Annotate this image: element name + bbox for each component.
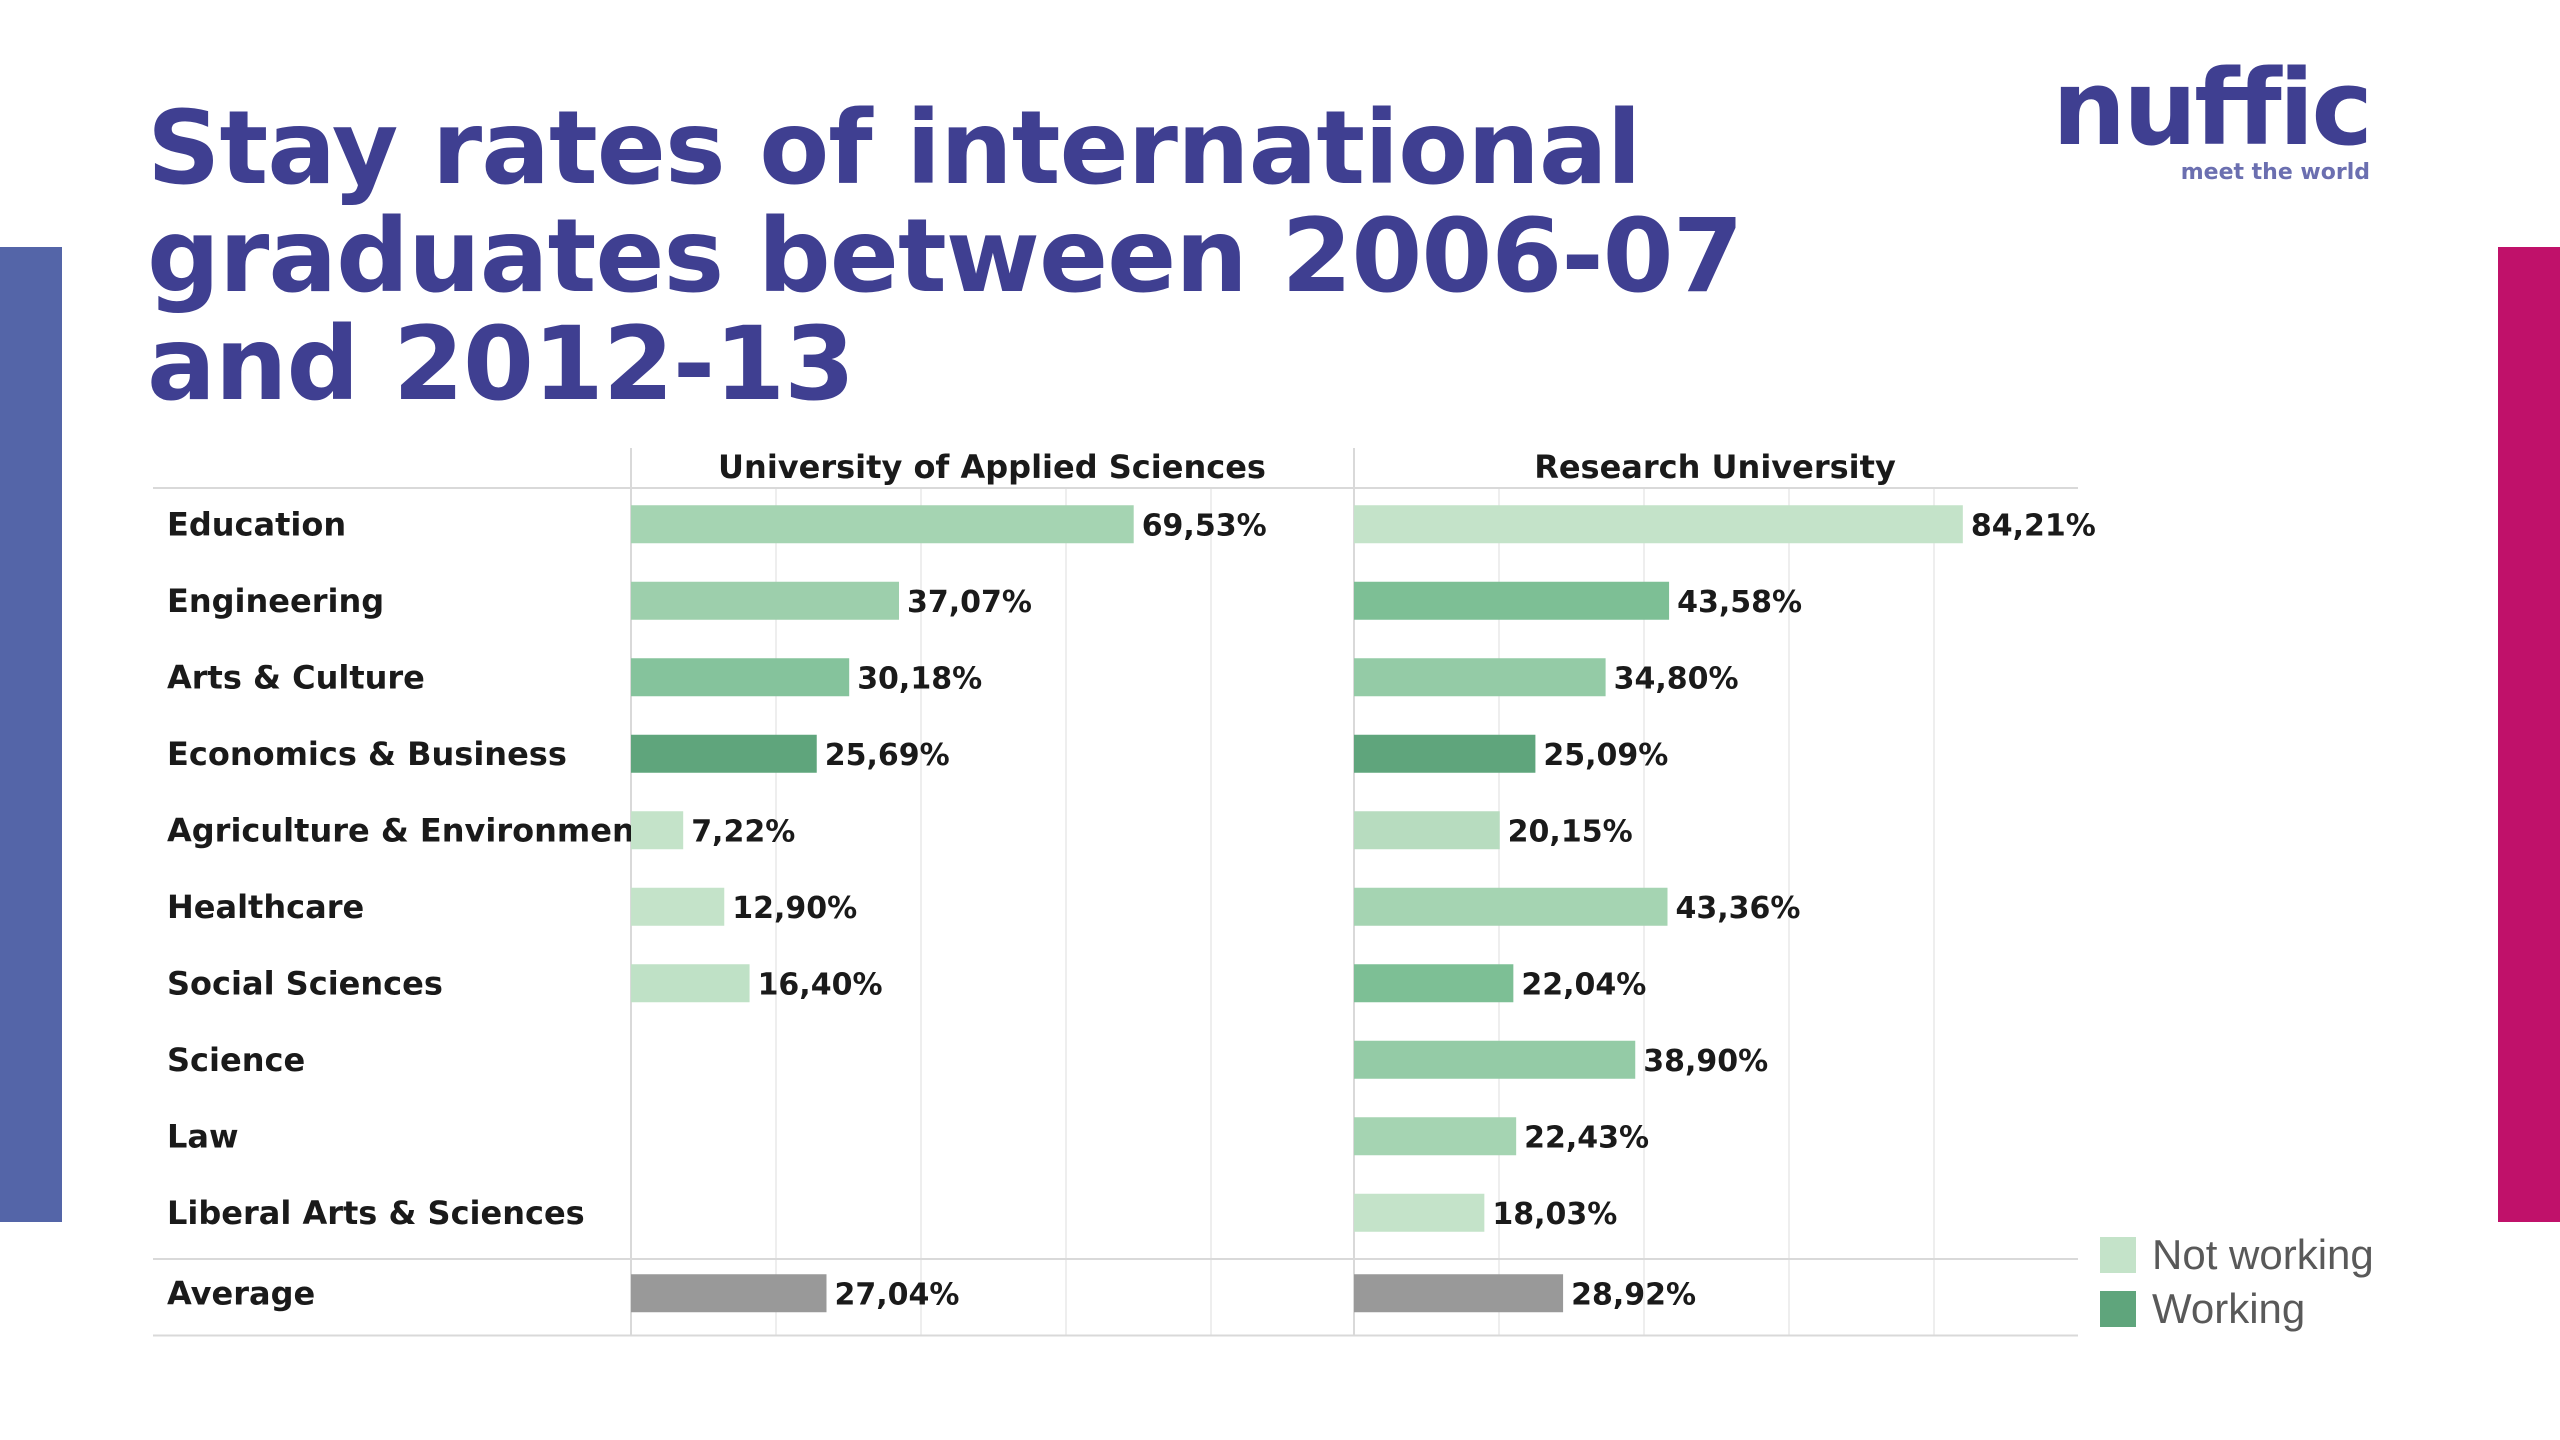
bar-university-of-applied-sciences-arts-and-culture bbox=[631, 658, 850, 697]
bar-research-university-liberal-arts-and-sciences bbox=[1354, 1193, 1485, 1232]
bar-university-of-applied-sciences-economics-and-business bbox=[631, 734, 817, 773]
category-label-science: Science bbox=[167, 1041, 305, 1079]
bar-research-university-science bbox=[1354, 1040, 1636, 1079]
data-label: 7,22% bbox=[691, 814, 795, 849]
bar-university-of-applied-sciences-agriculture-and-environment bbox=[631, 811, 684, 850]
bar-university-of-applied-sciences-engineering bbox=[631, 581, 900, 620]
legend-item-working: Working bbox=[2100, 1282, 2374, 1336]
logo-wordmark: nuffic bbox=[2052, 47, 2373, 169]
legend-swatch-not-working bbox=[2100, 1237, 2136, 1273]
data-label: 30,18% bbox=[857, 661, 982, 696]
data-label: 27,04% bbox=[834, 1277, 959, 1312]
data-label: 43,36% bbox=[1675, 891, 1800, 926]
data-label: 69,53% bbox=[1142, 508, 1267, 543]
bar-research-university-law bbox=[1354, 1117, 1517, 1156]
data-label: 12,90% bbox=[732, 891, 857, 926]
data-label: 37,07% bbox=[907, 585, 1032, 620]
legend-swatch-working bbox=[2100, 1291, 2136, 1327]
bar-research-university-social-sciences bbox=[1354, 964, 1514, 1003]
category-label-arts-and-culture: Arts & Culture bbox=[167, 658, 425, 696]
category-label-education: Education bbox=[167, 505, 346, 543]
bar-university-of-applied-sciences-education bbox=[631, 505, 1134, 544]
nuffic-logo: nuffic meet the world bbox=[2040, 47, 2373, 198]
legend: Not working Working bbox=[2100, 1228, 2374, 1336]
left-accent-bar bbox=[0, 247, 62, 1222]
bar-research-university-economics-and-business bbox=[1354, 734, 1536, 773]
right-accent-bar bbox=[2498, 247, 2560, 1222]
page-title: Stay rates of international graduates be… bbox=[147, 89, 1744, 424]
data-label: 43,58% bbox=[1677, 585, 1802, 620]
data-label: 38,90% bbox=[1643, 1044, 1768, 1079]
data-label: 16,40% bbox=[758, 967, 883, 1002]
legend-label: Not working bbox=[2152, 1231, 2374, 1278]
bar-research-university-agriculture-and-environment bbox=[1354, 811, 1500, 850]
data-label: 28,92% bbox=[1571, 1277, 1696, 1312]
category-label-economics-and-business: Economics & Business bbox=[167, 735, 567, 773]
legend-label: Working bbox=[2152, 1285, 2306, 1332]
data-label: 25,69% bbox=[825, 738, 950, 773]
data-label: 84,21% bbox=[1971, 508, 2096, 543]
category-label-social-sciences: Social Sciences bbox=[167, 964, 443, 1002]
category-label-healthcare: Healthcare bbox=[167, 888, 364, 926]
bar-university-of-applied-sciences-social-sciences bbox=[631, 964, 750, 1003]
bar-research-university-engineering bbox=[1354, 581, 1670, 620]
data-label: 34,80% bbox=[1614, 661, 1739, 696]
category-label-engineering: Engineering bbox=[167, 582, 384, 620]
bar-research-university-arts-and-culture bbox=[1354, 658, 1606, 697]
legend-item-not-working: Not working bbox=[2100, 1228, 2374, 1282]
panel-header: Research University bbox=[1534, 448, 1896, 486]
bar-university-of-applied-sciences-healthcare bbox=[631, 887, 725, 926]
category-label-liberal-arts-and-sciences: Liberal Arts & Sciences bbox=[167, 1194, 585, 1232]
data-label: 25,09% bbox=[1543, 738, 1668, 773]
data-label: 22,43% bbox=[1524, 1120, 1649, 1155]
bar-research-university-average bbox=[1354, 1274, 1564, 1313]
category-label-agriculture-and-environment: Agriculture & Environment bbox=[167, 811, 650, 849]
data-label: 22,04% bbox=[1521, 967, 1646, 1002]
logo-tagline: meet the world bbox=[2180, 160, 2370, 185]
bar-research-university-healthcare bbox=[1354, 887, 1668, 926]
category-label-law: Law bbox=[167, 1117, 239, 1155]
bar-university-of-applied-sciences-average bbox=[631, 1274, 827, 1313]
category-label-average: Average bbox=[167, 1274, 315, 1312]
data-label: 20,15% bbox=[1508, 814, 1633, 849]
panel-header: University of Applied Sciences bbox=[718, 448, 1266, 486]
data-label: 18,03% bbox=[1492, 1197, 1617, 1232]
bar-research-university-education bbox=[1354, 505, 1963, 544]
